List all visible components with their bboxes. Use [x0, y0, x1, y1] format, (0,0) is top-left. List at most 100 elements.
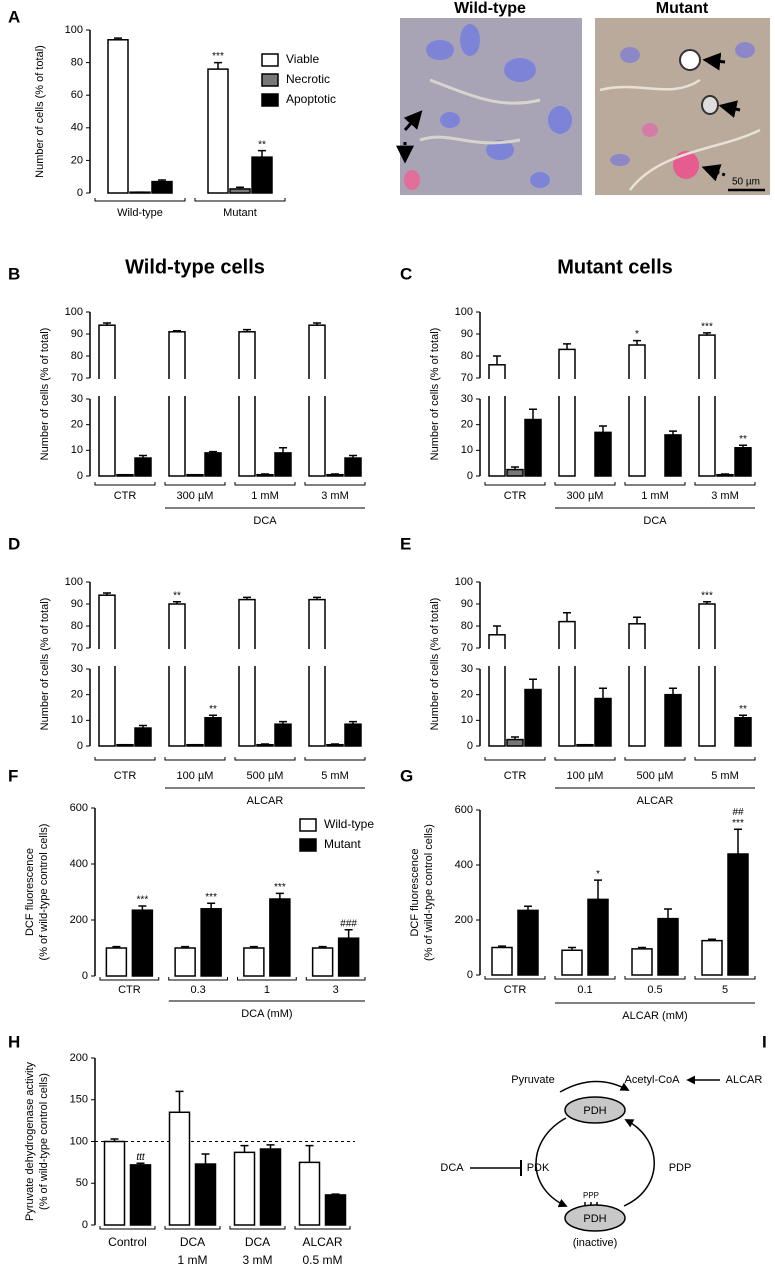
bar: [243, 947, 265, 977]
significance-label: ***: [274, 882, 286, 893]
y-tick-label: 100: [65, 576, 83, 588]
error-bar: [261, 473, 269, 475]
bar: [229, 188, 251, 194]
group-label: ALCAR: [247, 795, 284, 807]
x-tick-label: CTR: [504, 984, 527, 996]
error-bar: [739, 714, 747, 718]
bar: [344, 457, 362, 477]
y-tick-label: 10: [71, 444, 83, 456]
bar: [233, 1151, 256, 1226]
error-bar: [511, 466, 519, 470]
bar: [274, 452, 292, 477]
error-bar: [209, 714, 217, 718]
legend-label: Necrotic: [286, 72, 330, 86]
significance-label: ###: [340, 918, 357, 929]
pathway-diagram: [470, 1075, 720, 1232]
y-tick-label: 20: [71, 419, 83, 431]
error-bar: [138, 905, 147, 911]
x-tick-label: 100 µM: [177, 770, 214, 782]
bar: [105, 947, 128, 977]
bar: [491, 946, 513, 976]
bar: [259, 1148, 282, 1226]
significance-label: *: [635, 329, 639, 340]
error-bar: [669, 430, 677, 435]
y-axis-label: Number of cells (% of total): [429, 328, 441, 461]
x-tick-label: 1 mM: [178, 1253, 208, 1267]
panel-label: E: [400, 534, 411, 553]
bar: [734, 717, 752, 747]
error-bar: [318, 945, 327, 948]
x-bracket: [99, 977, 160, 981]
bar: [657, 917, 679, 976]
error-bar: [633, 616, 641, 624]
x-tick-label: 3 mM: [711, 490, 739, 502]
bar: [134, 457, 152, 477]
y-tick-label: 70: [71, 372, 83, 384]
bar: [628, 623, 646, 747]
x-bracket: [624, 482, 686, 486]
error-bar: [249, 945, 258, 948]
x-tick-label: 3: [333, 984, 339, 996]
x-bracket: [94, 482, 156, 486]
bar: [311, 947, 334, 977]
error-bar: [638, 946, 646, 949]
error-bar: [158, 179, 166, 182]
error-bar: [240, 1144, 249, 1153]
error-bar: [181, 945, 190, 948]
x-tick-label: 1 mM: [251, 490, 279, 502]
x-tick-label: CTR: [118, 984, 141, 996]
y-tick-label: 600: [70, 802, 88, 814]
bar: [107, 39, 129, 194]
bar: [558, 348, 576, 477]
x-tick-label: 300 µM: [567, 490, 604, 502]
error-bar: [703, 601, 711, 604]
x-tick-label: 500 µM: [637, 770, 674, 782]
x-bracket: [194, 198, 286, 202]
error-bar: [266, 1144, 275, 1150]
bar: [698, 334, 716, 477]
error-bar: [594, 879, 602, 900]
x-bracket: [694, 976, 756, 980]
x-bracket: [484, 976, 546, 980]
group-label: ALCAR (mM): [622, 1010, 687, 1022]
error-bar: [721, 473, 729, 475]
bar: [664, 434, 682, 477]
error-bar: [173, 601, 181, 604]
error-bar: [511, 736, 519, 740]
y-axis-label: DCF fluorescence: [24, 848, 36, 936]
x-tick-label: ALCAR: [302, 1235, 342, 1249]
significance-label: ##: [732, 807, 744, 818]
bar: [506, 468, 524, 477]
x-tick-label: 0.5 mM: [302, 1253, 342, 1267]
bar: [204, 452, 222, 477]
bar: [506, 738, 524, 747]
y-tick-label: 0: [82, 1219, 88, 1231]
error-bar: [139, 454, 147, 459]
x-tick-label: Mutant: [223, 207, 257, 219]
error-bar: [568, 946, 576, 951]
legend-swatch: [299, 818, 317, 832]
error-bar: [599, 687, 607, 699]
bar: [251, 156, 273, 194]
bar: [308, 324, 326, 477]
diagram-label: DCA: [440, 1162, 464, 1174]
significance-label: **: [739, 704, 747, 715]
bar: [207, 68, 229, 194]
y-axis-label: Number of cells (% of total): [429, 598, 441, 731]
bar: [168, 1111, 191, 1226]
error-bar: [349, 454, 357, 459]
x-tick-label: 5 mM: [711, 770, 739, 782]
error-bar: [633, 339, 641, 345]
y-tick-label: 40: [71, 122, 83, 134]
y-tick-label: 90: [71, 328, 83, 340]
bar: [200, 908, 222, 977]
x-tick-label: 0.3: [190, 984, 205, 996]
bar: [631, 948, 653, 976]
panel-label: G: [400, 766, 413, 785]
bar: [298, 1161, 321, 1226]
significance-label: **: [209, 704, 217, 715]
error-bar: [331, 473, 339, 475]
error-bar: [734, 828, 742, 854]
error-bar: [524, 905, 532, 911]
